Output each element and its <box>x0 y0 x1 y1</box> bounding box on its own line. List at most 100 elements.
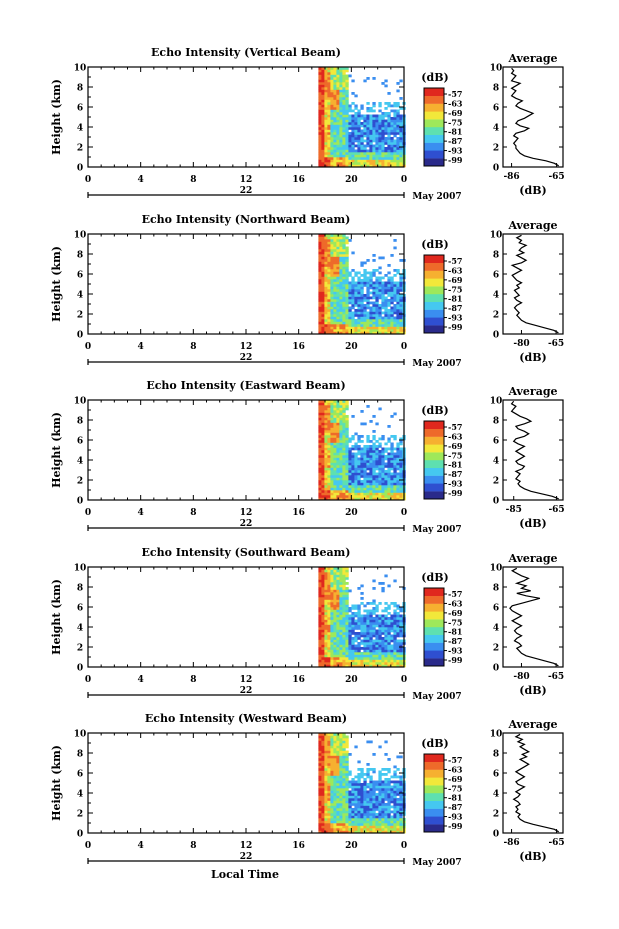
heatmap-cell <box>399 301 403 305</box>
heatmap-cell <box>390 480 394 483</box>
heatmap-cell <box>372 659 376 663</box>
heatmap-cell <box>360 497 364 501</box>
heatmap-cell <box>333 74 337 78</box>
heatmap-cell <box>390 602 394 605</box>
heatmap-cell <box>336 422 340 426</box>
heatmap-cell <box>354 803 358 806</box>
heatmap-cell <box>318 77 322 80</box>
heatmap-cell <box>336 629 340 633</box>
heatmap-cell <box>342 256 346 260</box>
heatmap-cell <box>342 790 346 794</box>
heatmap-cell <box>345 266 349 270</box>
heatmap-cell <box>345 753 349 756</box>
heatmap-cell <box>372 485 376 488</box>
heatmap-cell <box>342 289 346 292</box>
heatmap-cell <box>342 72 346 75</box>
heatmap-cell <box>327 92 331 95</box>
heatmap-cell <box>369 818 373 821</box>
heatmap-cell <box>399 622 403 625</box>
heatmap-cell <box>390 104 394 108</box>
heatmap-cell <box>342 425 346 428</box>
heatmap-cell <box>381 629 385 633</box>
heatmap-cell <box>393 495 397 498</box>
heatmap-cell <box>360 301 364 305</box>
heatmap-cell <box>399 139 403 143</box>
heatmap-cell <box>321 77 325 80</box>
heatmap-cell <box>339 162 343 165</box>
heatmap-cell <box>318 823 322 826</box>
heatmap-cell <box>324 815 328 819</box>
heatmap-cell <box>330 482 334 486</box>
heatmap-cell <box>354 314 358 317</box>
heatmap-cell <box>378 314 382 317</box>
heatmap-cell <box>321 82 325 85</box>
heatmap-cell <box>360 768 364 771</box>
heatmap-cell <box>351 662 355 665</box>
heatmap-cell <box>324 775 328 779</box>
heatmap-cell <box>357 154 361 158</box>
heatmap-cell <box>366 291 370 295</box>
heatmap-cell <box>342 417 346 421</box>
heatmap-cell <box>336 316 340 320</box>
heatmap-cell <box>360 274 364 277</box>
heatmap-cell <box>327 435 331 438</box>
heatmap-cell <box>318 129 322 133</box>
heatmap-cell <box>333 430 337 433</box>
heatmap-cell <box>321 236 325 240</box>
heatmap-cell <box>345 117 349 120</box>
heatmap-cell <box>387 790 391 794</box>
heatmap-cell <box>342 112 346 115</box>
heatmap-cell <box>342 294 346 297</box>
heatmap-cell <box>351 828 355 831</box>
heatmap-cell <box>321 579 325 583</box>
heatmap-cell <box>324 579 328 583</box>
heatmap-cell <box>318 236 322 240</box>
heatmap-cell <box>348 437 352 441</box>
heatmap-cell <box>330 740 334 744</box>
heatmap-cell <box>318 775 322 779</box>
heatmap-cell <box>369 271 373 275</box>
day-label: 22 <box>240 686 253 696</box>
heatmap-cell <box>366 642 370 645</box>
heatmap-cell <box>330 828 334 831</box>
heatmap-cell <box>396 326 400 330</box>
heatmap-cell <box>330 72 334 75</box>
heatmap-cell <box>363 662 367 665</box>
heatmap-cell <box>351 331 355 335</box>
heatmap-cell <box>321 304 325 307</box>
heatmap-cell <box>354 114 358 118</box>
heatmap-cell <box>336 452 340 456</box>
heatmap-cell <box>372 639 376 643</box>
heatmap-cell <box>375 314 379 317</box>
heatmap-cell <box>384 102 388 105</box>
heatmap-cell <box>378 159 382 163</box>
heatmap-cell <box>339 485 343 488</box>
heatmap-cell <box>342 321 346 325</box>
heatmap-cell <box>393 304 397 307</box>
heatmap-cell <box>390 482 394 486</box>
heatmap-cell <box>348 452 352 456</box>
heatmap-cell <box>336 142 340 145</box>
heatmap-cell <box>330 69 334 73</box>
heatmap-cell <box>375 450 379 453</box>
heatmap-cell <box>375 144 379 148</box>
heatmap-cell <box>363 329 367 332</box>
heatmap-cell <box>393 609 397 613</box>
heatmap-cell <box>330 750 334 754</box>
heatmap-cell <box>342 614 346 618</box>
heatmap-cell <box>393 117 397 120</box>
heatmap-cell <box>345 740 349 744</box>
heatmap-cell <box>375 331 379 335</box>
heatmap-cell <box>324 798 328 801</box>
heatmap-cell <box>357 495 361 498</box>
heatmap-cell <box>372 435 376 438</box>
y-tick-label: 8 <box>77 417 83 427</box>
y-tick-label: 4 <box>77 457 83 467</box>
heatmap-cell <box>372 622 376 625</box>
heatmap-cell <box>399 465 403 468</box>
heatmap-cell <box>378 289 382 292</box>
heatmap-cell <box>363 624 367 628</box>
heatmap-cell <box>363 632 367 635</box>
heatmap-cell <box>360 584 364 588</box>
heatmap-cell <box>381 662 385 665</box>
